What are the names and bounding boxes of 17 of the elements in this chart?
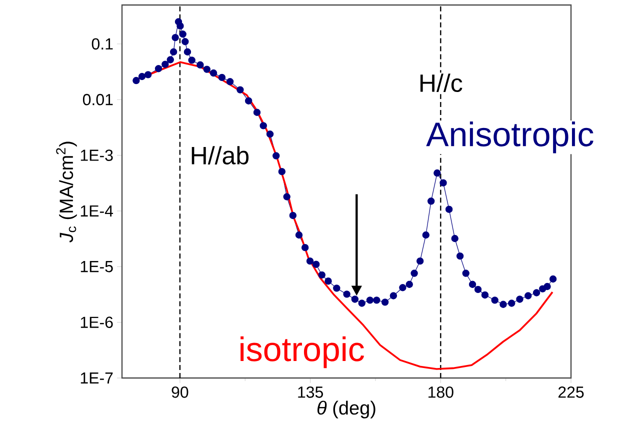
y-tick-label: 1E-7: [80, 372, 113, 384]
y-tick-label: 1E-3: [80, 150, 113, 161]
y-tick-label: 1E-5: [80, 261, 113, 272]
series-label: isotropic: [240, 336, 364, 368]
x-tick-label: 90: [172, 386, 188, 398]
ref-line-label: H//c: [420, 74, 462, 92]
x-tick-label: 180: [428, 386, 454, 398]
y-tick-label: 0.01: [82, 94, 113, 106]
y-tick-label: 0.1: [92, 38, 113, 50]
y-tick-label: 1E-6: [80, 316, 113, 328]
x-axis-title: θ (deg): [317, 400, 376, 418]
y-tick-label: 1E-4: [80, 205, 114, 216]
x-tick-label: 225: [558, 386, 584, 398]
y-axis-title: J$_{c}$ (MA/cm$^{2}$): [56, 142, 77, 242]
x-tick-label: 135: [298, 386, 323, 398]
series-label: Anisotropic: [426, 121, 594, 154]
ref-line-label: H//ab: [192, 146, 249, 164]
